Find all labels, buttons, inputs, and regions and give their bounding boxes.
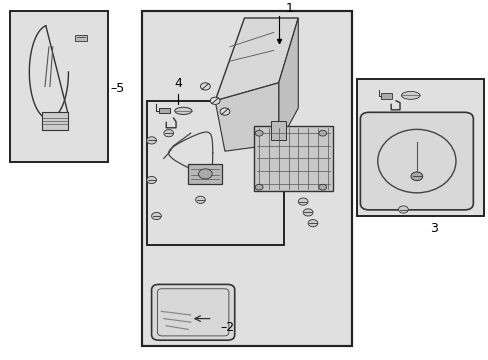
Polygon shape xyxy=(215,18,298,101)
Text: 4: 4 xyxy=(174,77,182,90)
Bar xyxy=(356,79,483,216)
Ellipse shape xyxy=(401,91,419,99)
Circle shape xyxy=(163,130,173,137)
Text: –2: –2 xyxy=(220,321,234,334)
Bar xyxy=(271,121,285,140)
Circle shape xyxy=(318,184,326,190)
Circle shape xyxy=(307,220,317,227)
Circle shape xyxy=(198,169,212,179)
Bar xyxy=(381,93,391,99)
FancyBboxPatch shape xyxy=(360,112,472,210)
Circle shape xyxy=(303,209,312,216)
Circle shape xyxy=(195,196,205,203)
Circle shape xyxy=(410,172,422,181)
Circle shape xyxy=(200,83,210,90)
Bar xyxy=(10,11,107,162)
Circle shape xyxy=(298,198,307,205)
Bar xyxy=(75,35,86,41)
Circle shape xyxy=(255,184,263,190)
Ellipse shape xyxy=(175,107,191,114)
Polygon shape xyxy=(278,18,298,144)
Circle shape xyxy=(151,212,161,220)
Text: –5: –5 xyxy=(110,82,124,95)
Bar xyxy=(146,101,283,245)
Bar xyxy=(142,11,351,346)
Bar xyxy=(41,112,68,130)
Circle shape xyxy=(255,130,263,136)
Bar xyxy=(159,108,169,113)
Circle shape xyxy=(398,206,407,213)
Circle shape xyxy=(146,176,156,184)
Circle shape xyxy=(220,108,229,115)
Bar xyxy=(188,164,222,184)
Text: 3: 3 xyxy=(429,222,437,235)
Circle shape xyxy=(146,137,156,144)
FancyBboxPatch shape xyxy=(151,284,234,340)
Circle shape xyxy=(318,130,326,136)
Bar xyxy=(254,126,332,191)
Bar xyxy=(142,11,351,346)
Text: 1: 1 xyxy=(285,3,293,15)
Bar xyxy=(10,11,107,162)
Bar xyxy=(356,79,483,216)
Polygon shape xyxy=(215,83,278,151)
Bar xyxy=(146,101,283,245)
Circle shape xyxy=(210,97,220,104)
